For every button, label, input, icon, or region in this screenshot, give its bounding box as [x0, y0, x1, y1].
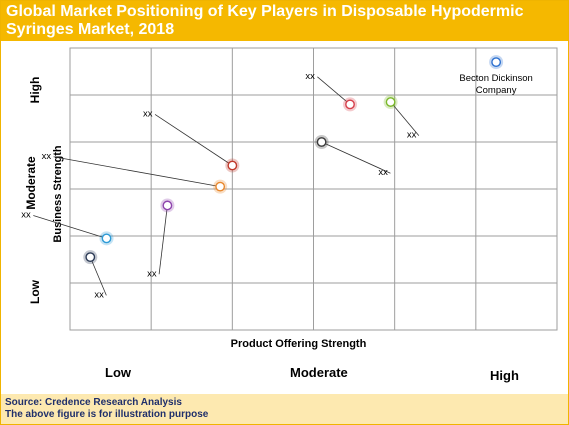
point-marker-4 [227, 160, 238, 171]
point-label-5: xx [42, 151, 52, 162]
leader-line-8 [89, 256, 107, 296]
footer: Source: Credence Research Analysis The a… [1, 394, 568, 424]
leader-line-7 [33, 215, 107, 239]
point-label-2: xx [407, 130, 417, 141]
x-category-high: High [490, 368, 519, 383]
point-label-3: xx [378, 167, 388, 178]
point-label-8: xx [94, 289, 104, 300]
point-marker-1 [345, 99, 355, 110]
chart-title: Global Market Positioning of Key Players… [6, 3, 524, 38]
footer-source: Source: Credence Research Analysis [5, 397, 182, 408]
leader-line-6 [158, 205, 168, 275]
point-marker-2 [385, 97, 396, 107]
leader-line-5 [53, 156, 221, 188]
leader-line-3 [321, 141, 391, 174]
chart-canvas: Product Offering Strength Business Streng… [21, 47, 558, 350]
point-marker-7 [101, 233, 112, 244]
point-label-0: Becton Dickinson Company [459, 73, 532, 96]
x-category-low: Low [105, 365, 131, 380]
point-marker-0 [491, 57, 502, 68]
leader-line-1 [317, 76, 351, 105]
point-label-7: xx [21, 210, 31, 221]
point-marker-8 [85, 252, 96, 263]
x-category-moderate: Moderate [290, 365, 348, 380]
point-label-4: xx [143, 108, 153, 119]
y-axis-title: Business Strength [52, 145, 64, 242]
leader-line-4 [154, 114, 233, 166]
title-bar: Global Market Positioning of Key Players… [1, 1, 568, 41]
y-category-moderate: Moderate [24, 156, 38, 210]
leader-line-2 [390, 101, 420, 136]
point-marker-6 [162, 200, 173, 211]
y-category-high: High [28, 76, 42, 104]
x-axis-title: Product Offering Strength [231, 338, 367, 350]
point-label-1: xx [305, 71, 315, 82]
point-label-6: xx [147, 268, 157, 279]
y-category-low: Low [28, 280, 42, 304]
point-marker-5 [215, 181, 226, 192]
point-marker-3 [316, 137, 327, 147]
footer-note: The above figure is for illustration pur… [5, 409, 209, 420]
